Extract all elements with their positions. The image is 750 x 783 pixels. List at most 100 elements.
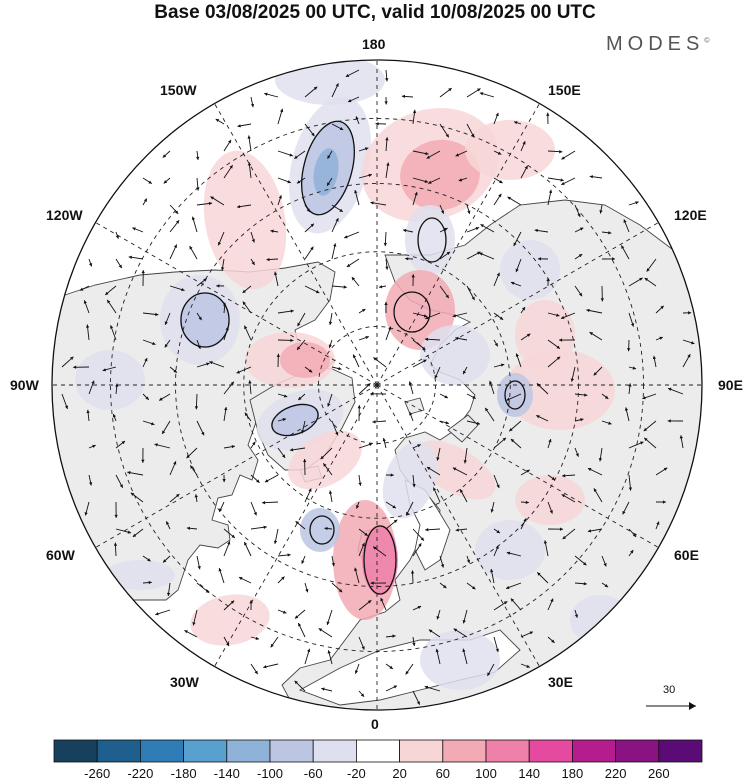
wind-vector-head (549, 510, 553, 514)
wind-vector-head (144, 358, 148, 362)
wind-vector-head (659, 336, 663, 340)
wind-vector-head (303, 459, 307, 463)
wind-vector-head (127, 471, 131, 475)
wind-vector-head (365, 335, 369, 340)
anomaly-shading (75, 60, 630, 690)
wind-vector-head (562, 474, 566, 478)
wind-vector-head (433, 487, 437, 491)
wind-vector-head (194, 494, 198, 498)
anomaly-contours (180, 120, 526, 595)
contour-line (504, 380, 526, 410)
wind-vector-head (333, 243, 337, 247)
wind-vector-head (428, 629, 433, 633)
wind-vector-head (256, 479, 260, 483)
wind-vector-head (281, 454, 286, 458)
wind-vector-head (367, 600, 372, 604)
wind-vector-head (679, 435, 683, 439)
wind-vector-head (327, 650, 331, 654)
wind-vector-head (412, 483, 416, 488)
wind-vector-head (630, 323, 635, 327)
wind-vector-head (112, 414, 116, 418)
wind-vector-head (295, 521, 300, 525)
wind-vector-head (270, 229, 274, 233)
wind-vector-head (477, 88, 481, 92)
meridian-line (376, 384, 540, 667)
wind-vector-head (417, 444, 421, 448)
wind-vector-head (358, 482, 362, 486)
wind-vector-head (494, 342, 498, 347)
wind-vector-head (297, 322, 301, 327)
wind-vector-head (290, 338, 294, 343)
wind-vectors (61, 69, 695, 705)
wind-vector-head (266, 257, 270, 262)
wind-vector-head (551, 639, 555, 643)
wind-vector-head (444, 395, 448, 399)
wind-vector-head (487, 672, 491, 676)
wind-vector-head (339, 126, 344, 130)
wind-vector-head (624, 407, 629, 411)
wind-vector-head (279, 108, 284, 113)
wind-vector-head (662, 500, 666, 504)
wind-vector-head (496, 529, 500, 534)
wind-vector-head (378, 285, 383, 289)
anomaly-region (405, 205, 455, 275)
wind-vector-head (556, 345, 560, 349)
wind-vector-head (691, 341, 695, 345)
wind-vector-head (388, 326, 392, 331)
colorbar-segment (528, 739, 573, 763)
wind-vector-head (646, 268, 650, 272)
wind-vector-head (510, 598, 515, 602)
wind-vector-head (327, 182, 331, 186)
wind-vector-head (115, 383, 119, 387)
wind-vector-head (472, 395, 476, 399)
colorbar-tick: 60 (435, 766, 451, 781)
wind-vector-head (338, 366, 342, 371)
wind-vector-head (210, 196, 214, 200)
wind-vector-head (320, 455, 325, 460)
brand-mark: © (704, 37, 710, 45)
wind-vector-head (418, 543, 422, 547)
wind-vector-head (546, 112, 550, 116)
wind-vector-head (524, 165, 528, 170)
wind-vector-head (163, 180, 168, 184)
wind-vector-head (368, 173, 372, 177)
colorbar-tick: -60 (303, 766, 323, 781)
wind-vector-head (244, 412, 249, 417)
wind-vector-head (147, 558, 151, 562)
wind-vector-head (445, 421, 449, 425)
wind-vector-head (622, 510, 626, 515)
anomaly-region (475, 520, 545, 580)
colorbar-segment (615, 739, 660, 763)
wind-vector-head (621, 245, 625, 249)
wind-vector-head (301, 560, 305, 564)
wind-vector-head (356, 505, 360, 509)
wind-vector-head (251, 239, 255, 243)
wind-vector-head (639, 277, 643, 281)
wind-vector-head (247, 162, 252, 166)
meridian-line (95, 222, 378, 386)
anomaly-region (420, 325, 490, 385)
wind-vector-head (339, 208, 343, 212)
contour-line (417, 217, 447, 263)
wind-vector-head (426, 155, 431, 159)
wind-vector-head (297, 346, 301, 350)
wind-vector-head (458, 178, 463, 182)
anomaly-region (420, 630, 500, 690)
anomaly-region (280, 342, 330, 378)
wind-vector-head (201, 431, 205, 436)
wind-vector-head (562, 535, 567, 540)
wind-vector-head (328, 344, 332, 348)
wind-vector-head (561, 494, 566, 498)
wind-vector-head (324, 526, 328, 531)
wind-vector-head (118, 264, 122, 269)
wind-vector-head (331, 562, 335, 567)
wind-vector-head (384, 301, 388, 305)
wind-vector-head (414, 191, 418, 196)
wind-vector-head (401, 94, 406, 99)
wind-vector-head (495, 545, 499, 550)
wind-vector-head (361, 542, 365, 547)
wind-vector-head (509, 427, 513, 432)
wind-vector-head (173, 244, 177, 248)
wind-vector-head (163, 559, 167, 563)
